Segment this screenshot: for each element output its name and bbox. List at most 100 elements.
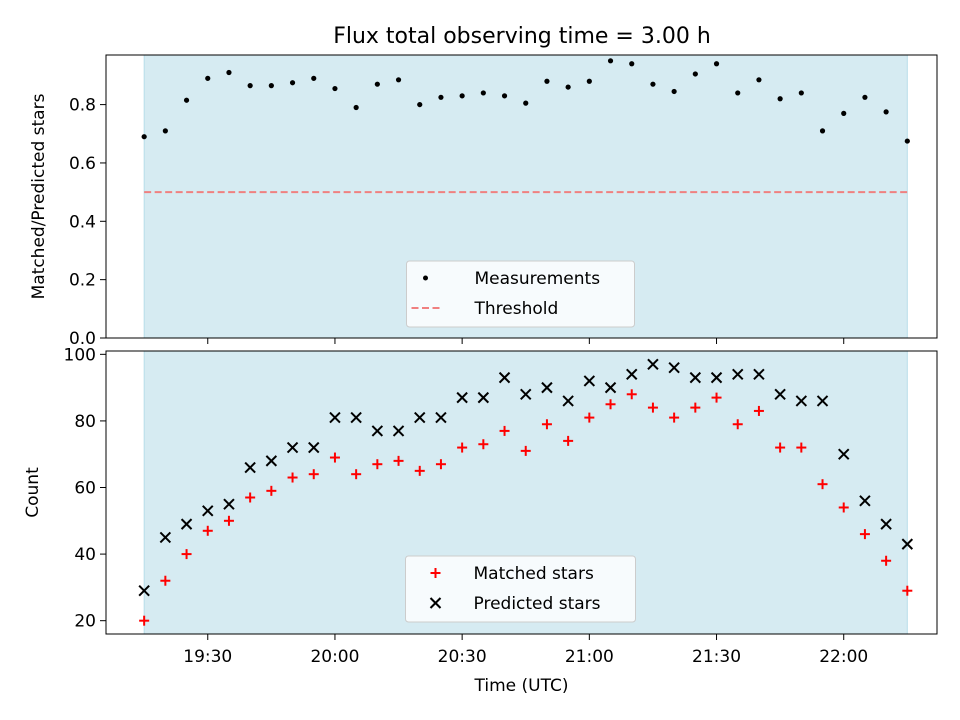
count-y-axis-label: Count xyxy=(23,467,43,518)
matched-star-point xyxy=(457,442,468,453)
count-x-tick-label: 19:30 xyxy=(183,647,232,667)
predicted-star-point xyxy=(604,381,617,394)
predicted-star-point xyxy=(562,395,574,407)
measurement-point xyxy=(629,61,635,67)
ratio-legend-box xyxy=(406,260,635,328)
predicted-star-point xyxy=(414,411,426,424)
predicted-star-point xyxy=(498,371,511,384)
predicted-star-point xyxy=(180,518,193,530)
ratio-y-ticks: 0.0 0.2 0.4 0.6 0.8 xyxy=(69,96,106,349)
measurement-point xyxy=(438,94,444,100)
count-x-tick-label: 22:00 xyxy=(819,647,868,667)
count-legend-box xyxy=(405,555,636,623)
legend-measurements-marker xyxy=(423,275,428,281)
ratio-y-axis-label: Matched/Predicted stars xyxy=(29,93,49,299)
predicted-star-points xyxy=(138,358,914,597)
legend-predicted-x xyxy=(429,597,442,609)
legend-measurements-label: Measurements xyxy=(475,269,601,289)
matched-star-point xyxy=(478,439,489,450)
measurement-point xyxy=(586,78,592,84)
predicted-star-point xyxy=(816,395,829,407)
matched-star-point xyxy=(775,442,786,453)
chart-title: Flux total observing time = 3.00 h xyxy=(333,24,711,49)
measurement-point xyxy=(289,80,296,86)
count-y-tick-label: 20 xyxy=(74,612,96,632)
predicted-star-point xyxy=(838,448,850,460)
matched-star-point xyxy=(181,549,192,560)
count-y-tick-label: 60 xyxy=(74,479,96,499)
matched-star-point xyxy=(160,575,171,586)
ratio-y-tick-label: 0.0 xyxy=(69,329,96,349)
predicted-star-point xyxy=(159,531,172,544)
count-panel-frame xyxy=(105,350,938,635)
count-x-tick-label: 20:00 xyxy=(310,647,359,667)
measurement-point xyxy=(650,81,656,87)
count-panel: 20 40 60 80 100 19:30 20:00 20:30 21:00 21:30 22:… xyxy=(23,345,938,696)
measurement-point xyxy=(841,110,847,116)
measurement-point xyxy=(374,81,380,87)
predicted-star-point xyxy=(668,361,680,374)
count-x-ticks: 19:30 20:00 20:30 21:00 21:30 22:00 xyxy=(183,634,868,667)
legend-matched-plus xyxy=(430,568,441,578)
measurement-point xyxy=(183,97,190,103)
matched-star-point xyxy=(541,419,552,430)
ratio-panel: 0.00.20.40.60.8 Matched/Predicted stars … xyxy=(29,54,938,349)
measurement-point xyxy=(607,58,614,64)
predicted-star-point xyxy=(710,371,723,384)
measurement-point xyxy=(819,128,826,134)
predicted-star-point xyxy=(859,495,871,507)
ratio-panel-frame xyxy=(105,54,938,339)
matched-star-point xyxy=(626,389,637,400)
matched-star-point xyxy=(584,412,595,423)
legend-matched-marker xyxy=(430,568,441,578)
predicted-star-point xyxy=(732,368,744,381)
predicted-star-point xyxy=(435,411,447,424)
predicted-star-point xyxy=(329,411,341,424)
legend-predicted-marker xyxy=(429,597,442,609)
measurement-point xyxy=(332,85,338,92)
predicted-star-point xyxy=(626,368,638,381)
legend-predicted-label: Predicted stars xyxy=(474,594,601,614)
matched-star-point xyxy=(817,479,828,490)
matched-star-point xyxy=(393,455,404,466)
predicted-star-point xyxy=(456,391,468,404)
matched-star-point xyxy=(859,529,870,540)
measurement-point xyxy=(311,75,317,81)
matched-star-point xyxy=(732,419,743,430)
matched-star-point xyxy=(881,555,892,566)
measurement-point xyxy=(862,94,868,100)
matched-star-point xyxy=(435,459,446,470)
matched-star-point xyxy=(753,405,764,416)
ratio-y-tick-label: 0.2 xyxy=(69,271,96,291)
matched-star-point xyxy=(351,469,362,480)
predicted-star-point xyxy=(371,425,384,437)
matched-star-point xyxy=(202,525,213,536)
matched-star-points xyxy=(139,389,913,626)
matched-star-point xyxy=(308,469,319,480)
measurement-point xyxy=(141,134,147,140)
count-x-tick-label: 21:30 xyxy=(692,647,741,667)
predicted-star-point xyxy=(138,585,150,597)
matched-star-point xyxy=(223,515,234,526)
predicted-star-point xyxy=(753,368,765,381)
predicted-star-point xyxy=(223,498,235,510)
matched-star-point xyxy=(669,412,680,423)
predicted-star-point xyxy=(350,411,362,424)
predicted-star-point xyxy=(583,375,596,387)
ratio-y-tick-label: 0.4 xyxy=(69,212,96,232)
count-legend: Matched stars Predicted stars xyxy=(405,555,636,623)
measurement-point xyxy=(671,88,677,95)
matched-star-point xyxy=(329,452,340,463)
measurement-points xyxy=(141,58,910,144)
measurement-point xyxy=(459,93,465,99)
count-y-ticks: 20 40 60 80 100 xyxy=(64,345,106,632)
legend-threshold-label: Threshold xyxy=(474,299,559,319)
x-axis-label: Time (UTC) xyxy=(474,676,569,696)
matched-star-point xyxy=(499,425,510,436)
measurement-point xyxy=(883,109,889,115)
matched-star-point xyxy=(245,492,256,503)
predicted-star-point xyxy=(774,388,786,400)
predicted-star-point xyxy=(689,371,702,384)
predicted-star-point xyxy=(901,538,914,550)
matched-star-point xyxy=(414,465,425,476)
